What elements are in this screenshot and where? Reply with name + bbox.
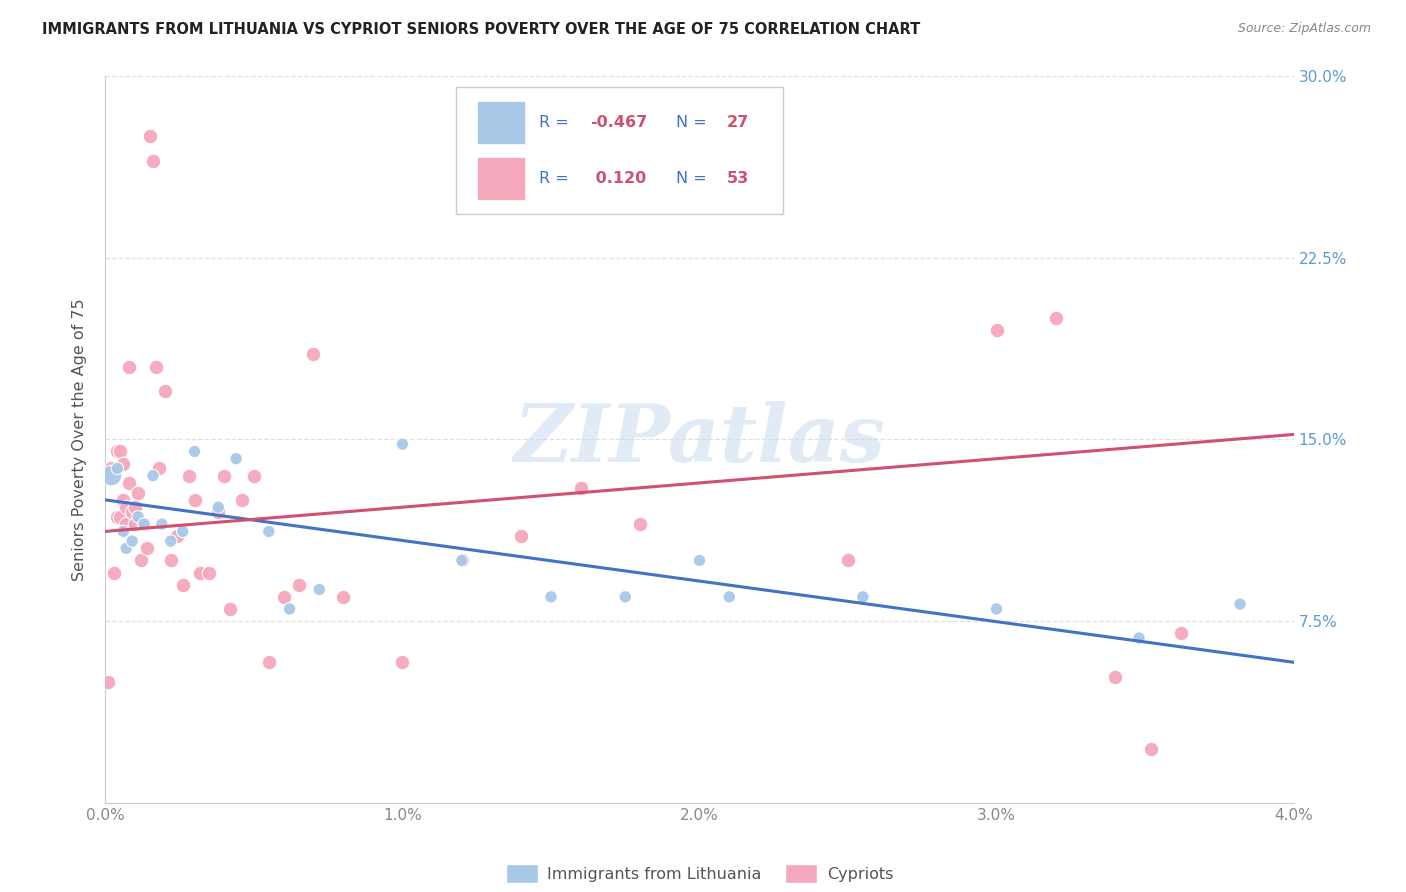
Point bbox=[852, 590, 875, 604]
Point bbox=[105, 509, 128, 524]
Point bbox=[132, 517, 155, 532]
Point bbox=[257, 655, 280, 669]
Point bbox=[100, 461, 122, 475]
FancyBboxPatch shape bbox=[477, 156, 524, 200]
Y-axis label: Seniors Poverty Over the Age of 75: Seniors Poverty Over the Age of 75 bbox=[72, 298, 87, 581]
Point bbox=[159, 553, 181, 567]
Text: IMMIGRANTS FROM LITHUANIA VS CYPRIOT SENIORS POVERTY OVER THE AGE OF 75 CORRELAT: IMMIGRANTS FROM LITHUANIA VS CYPRIOT SEN… bbox=[42, 22, 921, 37]
FancyBboxPatch shape bbox=[477, 101, 524, 145]
Point bbox=[450, 553, 472, 567]
Point bbox=[110, 444, 132, 458]
Point bbox=[97, 674, 120, 689]
Point bbox=[391, 655, 413, 669]
Point bbox=[150, 517, 173, 532]
Point bbox=[112, 457, 135, 471]
Text: 53: 53 bbox=[727, 171, 749, 186]
Point bbox=[1045, 311, 1067, 326]
Point bbox=[136, 541, 159, 556]
Point bbox=[308, 582, 330, 597]
Point bbox=[112, 524, 135, 539]
Point bbox=[166, 529, 188, 543]
Point bbox=[115, 541, 138, 556]
Point bbox=[100, 468, 122, 483]
Point bbox=[142, 468, 165, 483]
Text: N =: N = bbox=[676, 171, 711, 186]
Point bbox=[142, 153, 165, 168]
Point bbox=[105, 461, 128, 475]
Point bbox=[127, 509, 149, 524]
Point bbox=[139, 129, 162, 144]
Point bbox=[207, 505, 229, 519]
Point bbox=[124, 517, 146, 532]
Point bbox=[103, 566, 125, 580]
Text: R =: R = bbox=[538, 171, 574, 186]
Point bbox=[118, 359, 141, 374]
Point bbox=[332, 590, 354, 604]
Point bbox=[172, 578, 194, 592]
Point bbox=[105, 444, 128, 458]
Point bbox=[510, 529, 533, 543]
Point bbox=[198, 566, 221, 580]
Point bbox=[132, 517, 155, 532]
Text: ZIPatlas: ZIPatlas bbox=[513, 401, 886, 478]
Point bbox=[1140, 742, 1163, 756]
Point bbox=[718, 590, 741, 604]
Text: R =: R = bbox=[538, 115, 574, 130]
Point bbox=[1170, 626, 1192, 640]
Point bbox=[183, 492, 205, 507]
Point bbox=[614, 590, 637, 604]
Point bbox=[287, 578, 309, 592]
Point bbox=[214, 468, 236, 483]
Point bbox=[177, 468, 200, 483]
Point bbox=[183, 444, 205, 458]
FancyBboxPatch shape bbox=[456, 87, 783, 214]
Point bbox=[569, 481, 592, 495]
Text: 27: 27 bbox=[727, 115, 749, 130]
Point bbox=[540, 590, 562, 604]
Point bbox=[190, 566, 212, 580]
Point bbox=[219, 602, 242, 616]
Point bbox=[225, 451, 247, 466]
Point bbox=[207, 500, 229, 515]
Point bbox=[110, 509, 132, 524]
Point bbox=[127, 485, 149, 500]
Point bbox=[243, 468, 266, 483]
Point bbox=[231, 492, 253, 507]
Point bbox=[391, 437, 413, 451]
Point bbox=[1229, 597, 1251, 611]
Point bbox=[115, 500, 138, 515]
Point bbox=[302, 347, 325, 361]
Point bbox=[986, 602, 1008, 616]
Point bbox=[118, 475, 141, 490]
Text: N =: N = bbox=[676, 115, 711, 130]
Point bbox=[159, 534, 181, 549]
Point bbox=[121, 534, 143, 549]
Point bbox=[257, 524, 280, 539]
Point bbox=[273, 590, 295, 604]
Text: -0.467: -0.467 bbox=[591, 115, 647, 130]
Point bbox=[1128, 631, 1150, 645]
Point bbox=[148, 461, 170, 475]
Point bbox=[112, 492, 135, 507]
Point bbox=[124, 500, 146, 515]
Text: 0.120: 0.120 bbox=[591, 171, 647, 186]
Point bbox=[689, 553, 711, 567]
Point bbox=[278, 602, 301, 616]
Point bbox=[628, 517, 651, 532]
Point bbox=[145, 359, 167, 374]
Point bbox=[153, 384, 176, 398]
Text: Source: ZipAtlas.com: Source: ZipAtlas.com bbox=[1237, 22, 1371, 36]
Point bbox=[837, 553, 859, 567]
Point bbox=[115, 517, 138, 532]
Point bbox=[986, 323, 1008, 337]
Point bbox=[121, 505, 143, 519]
Point bbox=[1104, 670, 1126, 684]
Point bbox=[172, 524, 194, 539]
Point bbox=[450, 553, 472, 567]
Legend: Immigrants from Lithuania, Cypriots: Immigrants from Lithuania, Cypriots bbox=[499, 858, 900, 889]
Point bbox=[129, 553, 152, 567]
